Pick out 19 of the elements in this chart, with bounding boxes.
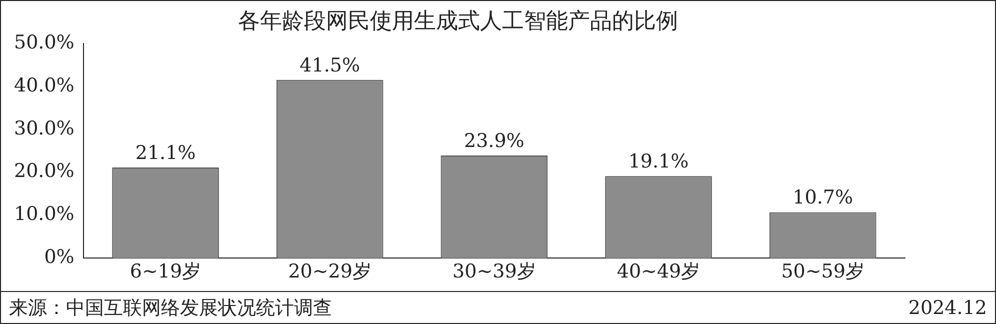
y-tick-label: 20.0%: [14, 160, 74, 182]
chart-title: 各年龄段网民使用生成式人工智能产品的比例: [238, 8, 678, 34]
text: 2024.12: [907, 297, 988, 319]
y-tick-label: 40.0%: [14, 74, 74, 96]
x-tick-label: 50~59岁: [781, 260, 864, 283]
source-note: 来源：中国互联网络发展状况统计调查: [8, 296, 333, 321]
data-label: 19.1%: [628, 150, 689, 173]
y-tick-label: 50.0%: [14, 31, 74, 54]
x-tick-label: 30~39岁: [452, 260, 536, 283]
y-tick-label: 10.0%: [14, 203, 74, 226]
data-label: 21.1%: [135, 142, 196, 164]
y-tick-label: 30.0%: [14, 117, 74, 140]
x-tick-label: 20~29岁: [288, 260, 372, 283]
y-tick-label: 0%: [44, 246, 74, 268]
data-label: 41.5%: [300, 54, 360, 76]
data-label: 10.7%: [792, 186, 854, 209]
data-label: 23.9%: [464, 130, 524, 152]
x-tick-label: 40~49岁: [616, 260, 700, 283]
x-tick-label: 6~19岁: [130, 260, 202, 283]
